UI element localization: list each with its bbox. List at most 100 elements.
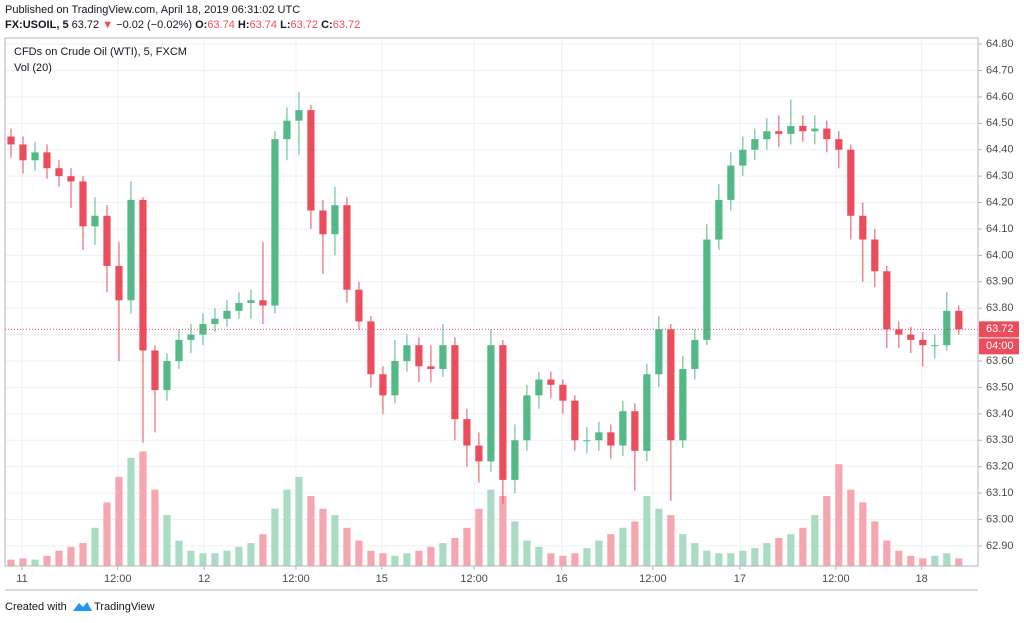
volume-bar: [115, 476, 123, 566]
candle-body: [259, 300, 267, 306]
candle-body: [559, 384, 567, 401]
y-tick-label: 64.20: [986, 196, 1014, 208]
candle-body: [811, 128, 819, 132]
candle-body: [67, 176, 75, 182]
y-tick-label: 64.30: [986, 170, 1014, 182]
candle-body: [271, 139, 279, 306]
tradingview-logo: [73, 602, 92, 611]
volume-bar: [811, 515, 819, 566]
volume-bar: [271, 508, 279, 566]
volume-bar: [307, 496, 315, 566]
volume-bar: [19, 558, 27, 566]
y-tick-label: 63.20: [986, 461, 1014, 473]
x-tick-label: 12:00: [460, 573, 488, 585]
volume-bar: [511, 521, 519, 566]
candle-body: [523, 395, 531, 441]
candle-body: [727, 165, 735, 200]
y-tick-label: 63.80: [986, 302, 1014, 314]
candle-body: [319, 210, 327, 235]
candle-body: [631, 411, 639, 451]
candle-body: [187, 334, 195, 340]
volume-bar: [871, 521, 879, 566]
volume-bar: [955, 558, 963, 566]
volume-bar: [175, 540, 183, 566]
candle-body: [103, 215, 111, 266]
candle-body: [283, 120, 291, 140]
volume-bar: [571, 553, 579, 566]
candle-body: [223, 310, 231, 319]
candle-body: [535, 379, 543, 396]
candle-body: [907, 334, 915, 340]
logo-icon: [73, 602, 92, 611]
last-price-label: 63.72: [986, 323, 1014, 335]
ohlc-label: C:: [321, 19, 333, 31]
candle-body: [139, 199, 147, 351]
volume-bar: [79, 543, 87, 566]
volume-bar: [943, 553, 951, 566]
candle-body: [955, 310, 963, 330]
candle-body: [211, 318, 219, 325]
candle-body: [295, 110, 303, 121]
candle-body: [415, 345, 423, 367]
candle-body: [607, 432, 615, 446]
axes: 62.90 63.00 63.10 63.20 63.30 63.40 63.50 63.60…: [5, 38, 1019, 585]
candle-body: [331, 205, 339, 235]
candle-body: [751, 139, 759, 150]
indicator-label: Vol (20): [14, 62, 52, 74]
x-tick-label: 12:00: [822, 573, 850, 585]
symbol: FX:USOIL, 5: [5, 19, 69, 31]
candle-body: [655, 329, 663, 375]
volume-bar: [259, 534, 267, 566]
volume-bar: [451, 538, 459, 566]
grid: [5, 38, 978, 566]
candle-body: [835, 139, 843, 150]
volume-bar: [43, 555, 51, 566]
footer-text: Created with: [5, 601, 67, 613]
candle-body: [787, 125, 795, 134]
volume-bar: [583, 548, 591, 566]
volume-bar: [343, 527, 351, 566]
volume-bar: [547, 553, 555, 566]
candle-body: [511, 440, 519, 480]
candle-body: [175, 339, 183, 362]
x-tick-label: 11: [16, 573, 27, 585]
candle-body: [763, 131, 771, 140]
y-tick-label: 63.10: [986, 487, 1014, 499]
candle-body: [439, 345, 447, 369]
x-tick-label: 12:00: [282, 573, 310, 585]
candle-body: [367, 321, 375, 375]
volume-bar: [679, 534, 687, 566]
volume-bar: [163, 515, 171, 566]
volume-bar: [499, 496, 507, 566]
candle-body: [679, 368, 687, 441]
candle-body: [91, 215, 99, 227]
x-tick-label: 12:00: [639, 573, 667, 585]
volume-bar: [703, 550, 711, 566]
candle-body: [163, 361, 171, 391]
symbol-line: FX:USOIL, 5 63.72 ▼ −0.02 (−0.02%) O:63.…: [5, 19, 360, 31]
countdown-label: 04:00: [986, 340, 1014, 352]
volume-bar: [331, 515, 339, 566]
volume-bar: [751, 548, 759, 566]
volume-bar: [223, 550, 231, 566]
y-tick-label: 63.90: [986, 276, 1014, 288]
candle-body: [823, 128, 831, 140]
volume-bar: [211, 553, 219, 566]
volume-bar: [67, 546, 75, 566]
volume-bar: [931, 555, 939, 566]
candle-body: [691, 339, 699, 369]
volume-bar: [427, 546, 435, 566]
candle-body: [427, 366, 435, 369]
candle-body: [43, 152, 51, 169]
y-tick-label: 64.60: [986, 91, 1014, 103]
x-tick-label: 15: [376, 573, 388, 585]
change-arrow: ▼: [102, 19, 113, 31]
candle-body: [31, 152, 39, 161]
candle-body: [703, 239, 711, 340]
candle-body: [343, 205, 351, 290]
volume-bar: [607, 534, 615, 566]
candle-body: [583, 440, 591, 442]
volume-bar: [295, 476, 303, 566]
candle-body: [391, 361, 399, 396]
